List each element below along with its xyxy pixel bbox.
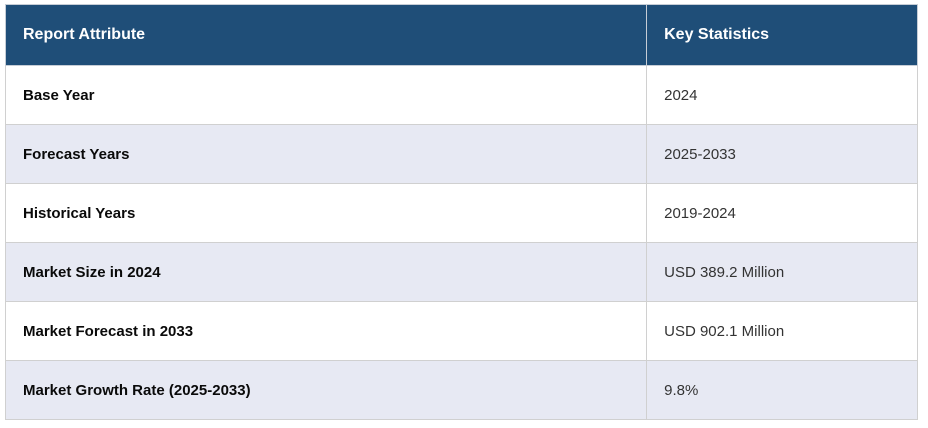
table-row: Market Size in 2024 USD 389.2 Million [4,242,918,302]
value-cell: 2024 [646,65,918,125]
value-cell: USD 902.1 Million [646,301,918,361]
column-header-key-statistics: Key Statistics [646,4,918,66]
table-row: Base Year 2024 [4,65,918,125]
attribute-cell: Market Growth Rate (2025-2033) [4,360,648,420]
table-row: Historical Years 2019-2024 [4,183,918,243]
key-statistics-table: Report Attribute Key Statistics Base Yea… [4,4,918,420]
value-cell: 2025-2033 [646,124,918,184]
table-row: Forecast Years 2025-2033 [4,124,918,184]
attribute-cell: Market Forecast in 2033 [4,301,648,361]
attribute-cell: Historical Years [4,183,648,243]
value-cell: 9.8% [646,360,918,420]
attribute-cell: Base Year [4,65,648,125]
column-header-report-attribute: Report Attribute [4,4,648,66]
table-row: Market Growth Rate (2025-2033) 9.8% [4,360,918,420]
attribute-cell: Market Size in 2024 [4,242,648,302]
table-header-row: Report Attribute Key Statistics [4,4,918,66]
value-cell: USD 389.2 Million [646,242,918,302]
attribute-cell: Forecast Years [4,124,648,184]
value-cell: 2019-2024 [646,183,918,243]
table-row: Market Forecast in 2033 USD 902.1 Millio… [4,301,918,361]
